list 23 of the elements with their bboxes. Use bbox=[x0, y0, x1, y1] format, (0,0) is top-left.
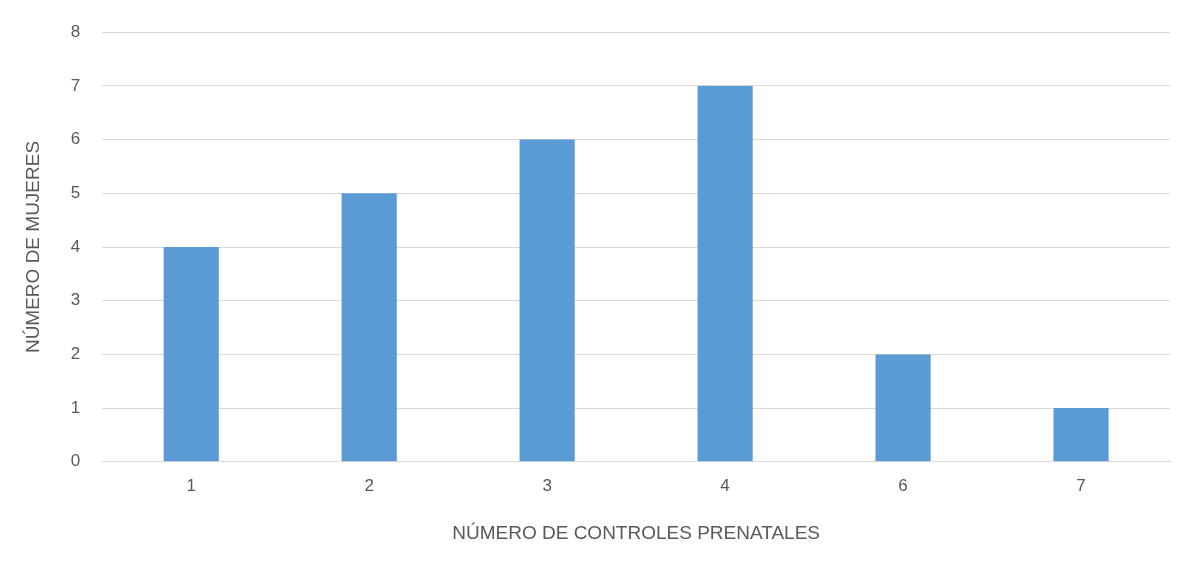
bar bbox=[875, 354, 931, 462]
x-tick-label: 4 bbox=[720, 475, 730, 495]
x-tick-label: 6 bbox=[898, 475, 908, 495]
x-tick-label: 3 bbox=[542, 475, 552, 495]
y-axis-title: NÚMERO DE MUJERES bbox=[21, 140, 43, 354]
x-axis-title: NÚMERO DE CONTROLES PRENATALES bbox=[452, 521, 820, 543]
bar bbox=[697, 85, 753, 462]
bar bbox=[519, 139, 575, 462]
y-tick-label: 1 bbox=[70, 397, 81, 417]
y-tick-label: 5 bbox=[70, 182, 81, 202]
bar bbox=[1053, 408, 1109, 462]
y-tick-label: 4 bbox=[70, 236, 81, 256]
bar bbox=[163, 247, 219, 462]
x-tick-label: 1 bbox=[186, 475, 196, 495]
y-tick-label: 7 bbox=[70, 75, 81, 95]
y-tick-label: 0 bbox=[70, 451, 81, 471]
y-tick-label: 2 bbox=[70, 344, 81, 364]
y-tick-label: 8 bbox=[70, 21, 81, 41]
x-tick-label: 2 bbox=[364, 475, 374, 495]
x-tick-label: 7 bbox=[1076, 475, 1086, 495]
y-tick-label: 3 bbox=[70, 290, 81, 310]
bar bbox=[341, 193, 397, 462]
y-tick-label: 6 bbox=[70, 129, 81, 149]
